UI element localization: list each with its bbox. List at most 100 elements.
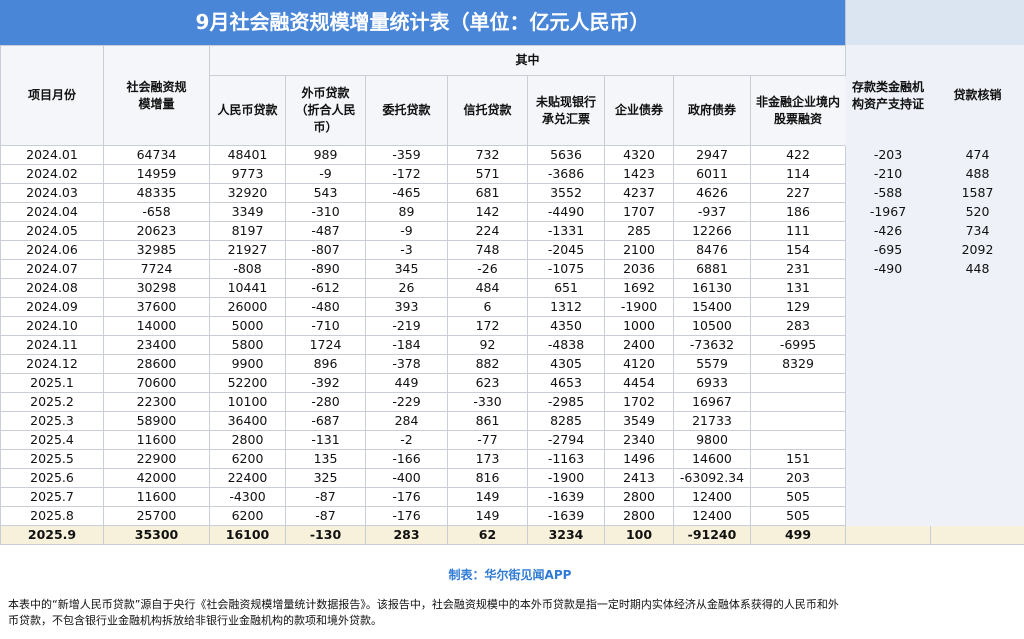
header-group: 其中 — [208, 45, 847, 76]
value-cell: 734 — [930, 221, 1024, 241]
value-cell: 129 — [749, 297, 847, 317]
value-cell: 135 — [285, 449, 366, 469]
month-cell: 2025.4 — [0, 430, 104, 450]
value-cell: 9800 — [673, 430, 751, 450]
value-cell: 173 — [447, 449, 528, 469]
header-cell: 非金融企业境内股票融资 — [749, 75, 847, 146]
value-cell: 623 — [447, 373, 528, 393]
value-cell: 4350 — [527, 316, 605, 336]
value-cell: 325 — [285, 468, 366, 488]
value-cell: 345 — [365, 259, 448, 279]
value-cell: 896 — [285, 354, 366, 374]
value-cell: 2800 — [604, 506, 674, 526]
value-cell: 8197 — [209, 221, 286, 241]
value-cell: 32920 — [209, 183, 286, 203]
value-cell: 5636 — [527, 145, 605, 165]
value-cell: -890 — [285, 259, 366, 279]
month-cell: 2024.03 — [0, 183, 104, 203]
value-cell: -1967 — [845, 202, 932, 222]
value-cell: -378 — [365, 354, 448, 374]
value-cell: 5579 — [673, 354, 751, 374]
value-cell — [930, 525, 1024, 545]
table-row: 2025.1 70600 52200 -392 449 623 4653 4454 6933 — [0, 373, 1024, 393]
value-cell: 26000 — [209, 297, 286, 317]
value-cell: -2045 — [527, 240, 605, 260]
value-cell: -9 — [285, 164, 366, 184]
month-cell: 2025.2 — [0, 392, 104, 412]
value-cell — [845, 430, 932, 450]
value-cell: 285 — [604, 221, 674, 241]
value-cell — [845, 392, 932, 412]
header-cell: 企业债券 — [604, 75, 674, 146]
value-cell — [930, 487, 1024, 507]
value-cell — [845, 525, 932, 545]
month-cell: 2024.08 — [0, 278, 104, 298]
table-row: 2024.07 7724 -808 -890 345 -26 -1075 2036 6881 23… — [0, 259, 1024, 279]
value-cell: 5800 — [209, 335, 286, 355]
value-cell: -2 — [365, 430, 448, 450]
value-cell — [845, 335, 932, 355]
value-cell: 505 — [749, 506, 847, 526]
value-cell — [930, 468, 1024, 488]
value-cell: -176 — [365, 506, 448, 526]
value-cell: 37600 — [103, 297, 210, 317]
value-cell: 203 — [749, 468, 847, 488]
value-cell: 32985 — [103, 240, 210, 260]
value-cell: 14959 — [103, 164, 210, 184]
value-cell — [845, 354, 932, 374]
value-cell: 1724 — [285, 335, 366, 355]
value-cell — [845, 278, 932, 298]
value-cell: 23400 — [103, 335, 210, 355]
value-cell: 4653 — [527, 373, 605, 393]
month-cell: 2024.10 — [0, 316, 104, 336]
value-cell: 448 — [930, 259, 1024, 279]
value-cell: -1900 — [604, 297, 674, 317]
value-cell: -3686 — [527, 164, 605, 184]
value-cell: 2800 — [604, 487, 674, 507]
table-row: 2025.6 42000 22400 325 -400 816 -1900 2413 -6309… — [0, 468, 1024, 488]
value-cell: 186 — [749, 202, 847, 222]
value-cell: 3549 — [604, 411, 674, 431]
value-cell: 21733 — [673, 411, 751, 431]
value-cell: 172 — [447, 316, 528, 336]
value-cell — [930, 430, 1024, 450]
value-cell: 7724 — [103, 259, 210, 279]
value-cell: -937 — [673, 202, 751, 222]
value-cell — [930, 354, 1024, 374]
title-bar: 9月社会融资规模增量统计表（单位：亿元人民币） — [0, 0, 1024, 45]
value-cell: 1692 — [604, 278, 674, 298]
value-cell: 111 — [749, 221, 847, 241]
value-cell: 571 — [447, 164, 528, 184]
header-cell: 外币贷款（折合人民币） — [285, 75, 366, 146]
value-cell: 422 — [749, 145, 847, 165]
credit: 制表：华尔街见闻APP — [448, 568, 572, 582]
value-cell: 499 — [749, 525, 847, 545]
value-cell: 52200 — [209, 373, 286, 393]
value-cell — [845, 411, 932, 431]
value-cell: -87 — [285, 487, 366, 507]
value-cell: 3349 — [209, 202, 286, 222]
value-cell: 16967 — [673, 392, 751, 412]
value-cell: 149 — [447, 487, 528, 507]
value-cell: 816 — [447, 468, 528, 488]
value-cell — [845, 468, 932, 488]
value-cell: 1587 — [930, 183, 1024, 203]
table-row: 2024.12 28600 9900 896 -378 882 4305 4120 5579 83… — [0, 354, 1024, 374]
value-cell: 8476 — [673, 240, 751, 260]
value-cell: 20623 — [103, 221, 210, 241]
table-row: 2025.4 11600 2800 -131 -2 -77 -2794 2340 9800 — [0, 430, 1024, 450]
value-cell: 48401 — [209, 145, 286, 165]
value-cell — [930, 278, 1024, 298]
value-cell: 989 — [285, 145, 366, 165]
value-cell: -210 — [845, 164, 932, 184]
value-cell — [930, 373, 1024, 393]
value-cell: -63092.34 — [673, 468, 751, 488]
value-cell: 4120 — [604, 354, 674, 374]
value-cell: 2413 — [604, 468, 674, 488]
value-cell: -808 — [209, 259, 286, 279]
value-cell — [845, 316, 932, 336]
value-cell: -4300 — [209, 487, 286, 507]
value-cell: 2100 — [604, 240, 674, 260]
value-cell: -588 — [845, 183, 932, 203]
month-cell: 2025.1 — [0, 373, 104, 393]
